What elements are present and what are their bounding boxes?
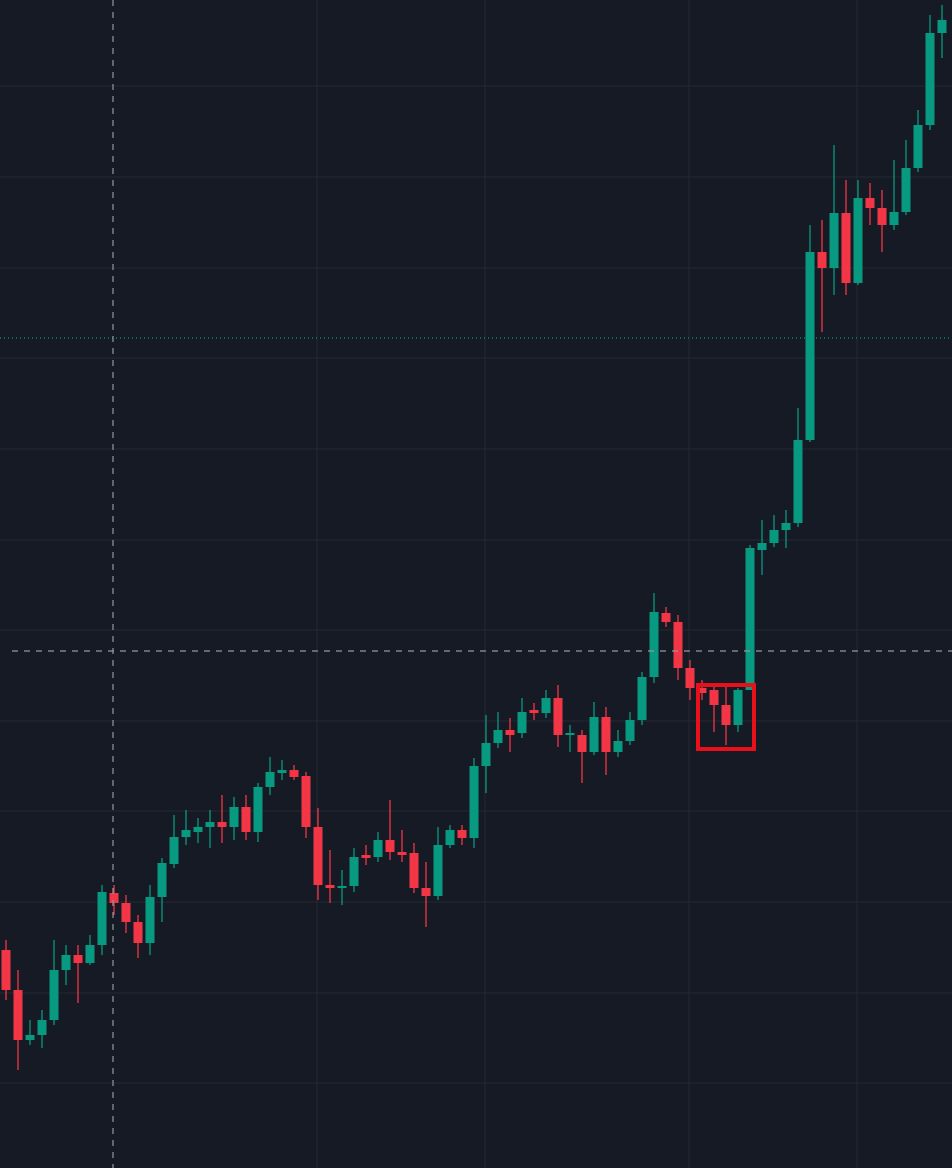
candle-body [73, 955, 83, 963]
candle-body [901, 168, 911, 212]
candle-body [781, 523, 791, 530]
candle-body [745, 548, 755, 690]
candle-body [109, 893, 119, 903]
candle-body [337, 886, 347, 888]
candle-body [805, 252, 815, 440]
candle-body [709, 690, 719, 705]
candle-body [517, 712, 527, 733]
candle-body [325, 885, 335, 888]
candle-body [97, 892, 107, 945]
candle-body [61, 955, 71, 970]
candle-body [505, 730, 515, 735]
candle-body [841, 213, 851, 283]
candle-body [529, 710, 539, 713]
candle-body [289, 770, 299, 777]
candle-body [889, 212, 899, 225]
candle-body [181, 830, 191, 837]
candle-body [853, 198, 863, 283]
candle-body [409, 853, 419, 888]
candle-body [385, 840, 395, 852]
candle-body [469, 766, 479, 838]
candle-body [865, 198, 875, 208]
candle-body [613, 741, 623, 752]
candle-body [241, 807, 251, 832]
candle-body [565, 733, 575, 735]
candle-body [85, 945, 95, 963]
candle-body [937, 20, 947, 33]
candle-body [145, 897, 155, 943]
candle-body [541, 698, 551, 713]
candle-body [397, 852, 407, 855]
candle-body [877, 208, 887, 225]
candle-body [37, 1020, 47, 1035]
candle-body [421, 888, 431, 896]
candle-body [49, 970, 59, 1020]
candle-body [649, 612, 659, 677]
candle-body [13, 990, 23, 1040]
candle-body [685, 668, 695, 688]
candle-body [265, 772, 275, 787]
candle-body [637, 677, 647, 720]
candle-body [757, 543, 767, 550]
candle-body [121, 903, 131, 922]
candle-body [217, 822, 227, 827]
candle-body [373, 840, 383, 857]
candle-body [589, 717, 599, 752]
candle-body [625, 720, 635, 741]
candle-body [553, 698, 563, 735]
candle-body [457, 830, 467, 838]
candle-body [193, 827, 203, 832]
candle-body [769, 530, 779, 543]
candle-body [925, 33, 935, 125]
candle-body [361, 855, 371, 858]
candle-body [1, 950, 11, 990]
candle-body [493, 730, 503, 743]
candle-body [481, 743, 491, 766]
candle-body [133, 922, 143, 943]
candle-body [577, 735, 587, 752]
candle-body [913, 125, 923, 168]
candle-body [793, 440, 803, 523]
highlight-box [696, 683, 756, 751]
candle-body [301, 776, 311, 827]
candle-body [157, 863, 167, 897]
candle-body [817, 252, 827, 268]
candle-body [673, 622, 683, 668]
candle-body [25, 1035, 35, 1040]
candle-body [829, 213, 839, 268]
candle-body [721, 705, 731, 725]
candle-body [349, 857, 359, 886]
candle-body [445, 830, 455, 845]
candle-body [205, 822, 215, 827]
candle-body [697, 688, 707, 693]
candle-body [313, 827, 323, 885]
candle-body [253, 787, 263, 832]
candle-body [733, 690, 743, 725]
candle-body [169, 837, 179, 864]
candles [1, 5, 947, 1070]
candle-body [229, 807, 239, 827]
candle-body [601, 717, 611, 752]
candle-body [661, 613, 671, 622]
candle-body [277, 770, 287, 773]
candle-body [433, 845, 443, 896]
